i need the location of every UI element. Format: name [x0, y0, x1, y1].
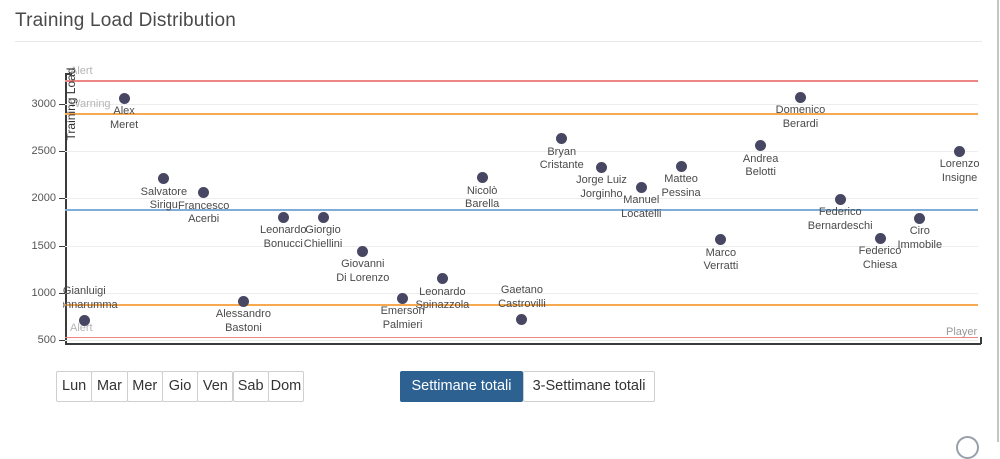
week-toggle-settimane-totali[interactable]: Settimane totali [400, 371, 523, 402]
threshold-line-warning-low [65, 304, 978, 306]
y-tick-label: 1000 [31, 286, 56, 299]
day-button-dom[interactable]: Dom [267, 371, 305, 402]
data-point[interactable] [596, 161, 608, 173]
data-point[interactable] [436, 273, 448, 285]
data-point[interactable] [954, 145, 966, 157]
point-label: Gaetano Castrovilli [498, 284, 546, 310]
page-title: Training Load Distribution [15, 10, 237, 31]
data-point[interactable] [755, 140, 767, 152]
gridline-500 [65, 340, 978, 341]
data-point[interactable] [874, 232, 886, 244]
point-label: Leonardo Bonucci [259, 224, 307, 250]
data-point[interactable] [834, 193, 846, 205]
data-point[interactable] [118, 92, 130, 104]
data-point[interactable] [397, 292, 409, 304]
y-axis-title: Training Load [64, 67, 78, 141]
point-label: GianluigiDonnarumma [63, 285, 118, 311]
data-point[interactable] [556, 133, 568, 145]
threshold-line-alert-low [65, 336, 978, 339]
title-divider [15, 41, 982, 42]
point-label: Emerson Palmieri [380, 305, 425, 331]
data-point[interactable] [675, 160, 687, 172]
gridline-2000 [65, 198, 978, 200]
gridline-1000 [65, 292, 978, 294]
day-button-mar[interactable]: Mar [91, 371, 128, 402]
point-label: Ciro Immobile [897, 225, 943, 251]
data-point[interactable] [715, 234, 727, 246]
point-label: Giovanni Di Lorenzo [336, 258, 390, 284]
point-label: Matteo Pessina [661, 173, 701, 199]
data-point[interactable] [317, 211, 329, 223]
threshold-line-warning-high [65, 113, 978, 115]
threshold-line-alert-high [65, 80, 978, 82]
day-button-lun[interactable]: Lun [56, 371, 93, 402]
data-point[interactable] [158, 173, 170, 185]
point-label: Alessandro Bastoni [215, 308, 271, 334]
data-point[interactable] [198, 187, 210, 199]
data-point[interactable] [516, 313, 528, 325]
point-label: Federico Chiesa [858, 245, 902, 271]
point-label: Bryan Cristante [539, 145, 584, 172]
week-toggle-3-settimane-totali[interactable]: 3-Settimane totali [523, 371, 655, 402]
data-point[interactable] [277, 211, 289, 223]
point-label: Francesco Acerbi [177, 199, 230, 226]
point-label: Giorgio Chiellini [303, 224, 343, 250]
gridline-2500 [65, 151, 978, 153]
point-label: Marco Verratti [703, 246, 739, 273]
data-point[interactable] [635, 181, 647, 193]
data-point[interactable] [237, 295, 249, 307]
point-label: Alex Meret [110, 105, 139, 131]
point-label: Andrea Belotti [742, 152, 779, 179]
point-label: Manuel Locatelli [621, 194, 662, 220]
gridline-1500 [65, 245, 978, 247]
y-tick-label: 500 [37, 334, 56, 346]
day-button-gio[interactable]: Gio [161, 371, 199, 402]
day-button-ven[interactable]: Ven [197, 371, 234, 402]
gridline-3000 [65, 104, 978, 105]
chart-plot-area: AlertWarningAlertGianluigiDonnarummaAlex… [63, 55, 984, 351]
y-tick-label: 3000 [31, 98, 56, 110]
day-button-mer[interactable]: Mer [126, 371, 163, 402]
data-point[interactable] [914, 212, 926, 224]
panel-right-border [997, 0, 999, 442]
point-label: Federico Bernardeschi [807, 206, 873, 232]
threshold-label-warning-high: Warning [70, 98, 111, 111]
point-label: Nicolò Barella [465, 184, 500, 211]
point-label: Salvatore Sirigu [140, 185, 188, 212]
data-point[interactable] [357, 245, 369, 257]
point-label: Lorenzo Insigne [939, 158, 980, 184]
day-button-sab[interactable]: Sab [232, 371, 269, 402]
y-tick-label: 2000 [31, 192, 56, 205]
point-label: Jorge Luiz Jorginho [576, 174, 627, 200]
view-toolbar: Lun Mar Mer Gio Ven Sab Dom Settimane totali 3-S… [0, 371, 1000, 402]
data-point[interactable] [78, 314, 90, 326]
point-label: Domenico Berardi [775, 104, 826, 130]
threshold-label-alert-high: Alert [70, 65, 93, 78]
x-axis-title: Player [946, 326, 978, 338]
floating-action-button[interactable] [956, 436, 979, 459]
data-point[interactable] [794, 91, 806, 103]
y-tick-label: 1500 [31, 239, 56, 252]
y-tick-label: 2500 [31, 145, 56, 158]
data-point[interactable] [476, 172, 488, 184]
threshold-line-mean [65, 208, 978, 211]
point-label: Leonardo Spinazzola [415, 285, 470, 312]
